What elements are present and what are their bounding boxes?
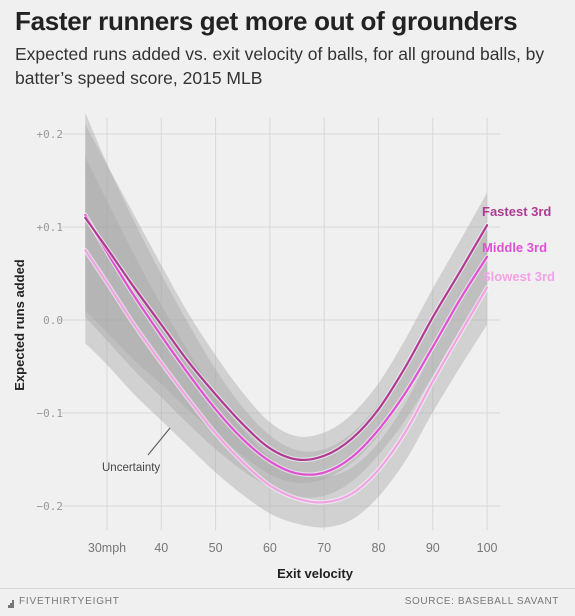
- y-axis-label: Expected runs added: [12, 259, 27, 391]
- fivethirtyeight-logo-icon: [8, 597, 16, 608]
- uncertainty-band-3: [85, 157, 488, 528]
- y-tick-label: +0.2: [37, 128, 64, 141]
- footer-source: SOURCE: BASEBALL SAVANT: [404, 596, 559, 607]
- series-line: [84, 213, 489, 476]
- series-line: [84, 216, 489, 462]
- y-tick-label: −0.1: [37, 407, 64, 420]
- x-axis-label: Exit velocity: [277, 566, 354, 581]
- series-label: Fastest 3rd: [482, 204, 551, 219]
- x-tick-label: 70: [317, 541, 331, 555]
- x-tick-label: 100: [477, 541, 498, 555]
- x-tick-label: 30mph: [88, 541, 126, 555]
- chart-svg: +0.2 +0.1 0.0 −0.1 −0.2 30mph 40 50 60 70 80 90 100 E…: [12, 112, 555, 581]
- y-tick-label: 0.0: [43, 314, 63, 327]
- footer-brand: FIVETHIRTYEIGHT: [8, 596, 120, 608]
- annotation-leader-line: [147, 427, 171, 456]
- series-lines: [83, 212, 490, 505]
- chart-title: Faster runners get more out of grounders: [15, 6, 518, 36]
- x-tick-label: 80: [372, 541, 386, 555]
- series-label: Slowest 3rd: [482, 269, 555, 284]
- series-line: [84, 249, 489, 504]
- series-label: Middle 3rd: [482, 240, 547, 255]
- x-tick-label: 90: [426, 541, 440, 555]
- footer-divider: [0, 588, 575, 589]
- y-tick-label: +0.1: [37, 221, 64, 234]
- uncertainty-annotation: Uncertainty: [102, 462, 160, 474]
- footer-brand-text: FIVETHIRTYEIGHT: [19, 596, 120, 607]
- chart-subtitle: Expected runs added vs. exit velocity of…: [15, 44, 545, 88]
- x-tick-label: 40: [154, 541, 168, 555]
- x-tick-label: 60: [263, 541, 277, 555]
- x-tick-label: 50: [209, 541, 223, 555]
- y-tick-label: −0.2: [37, 500, 64, 513]
